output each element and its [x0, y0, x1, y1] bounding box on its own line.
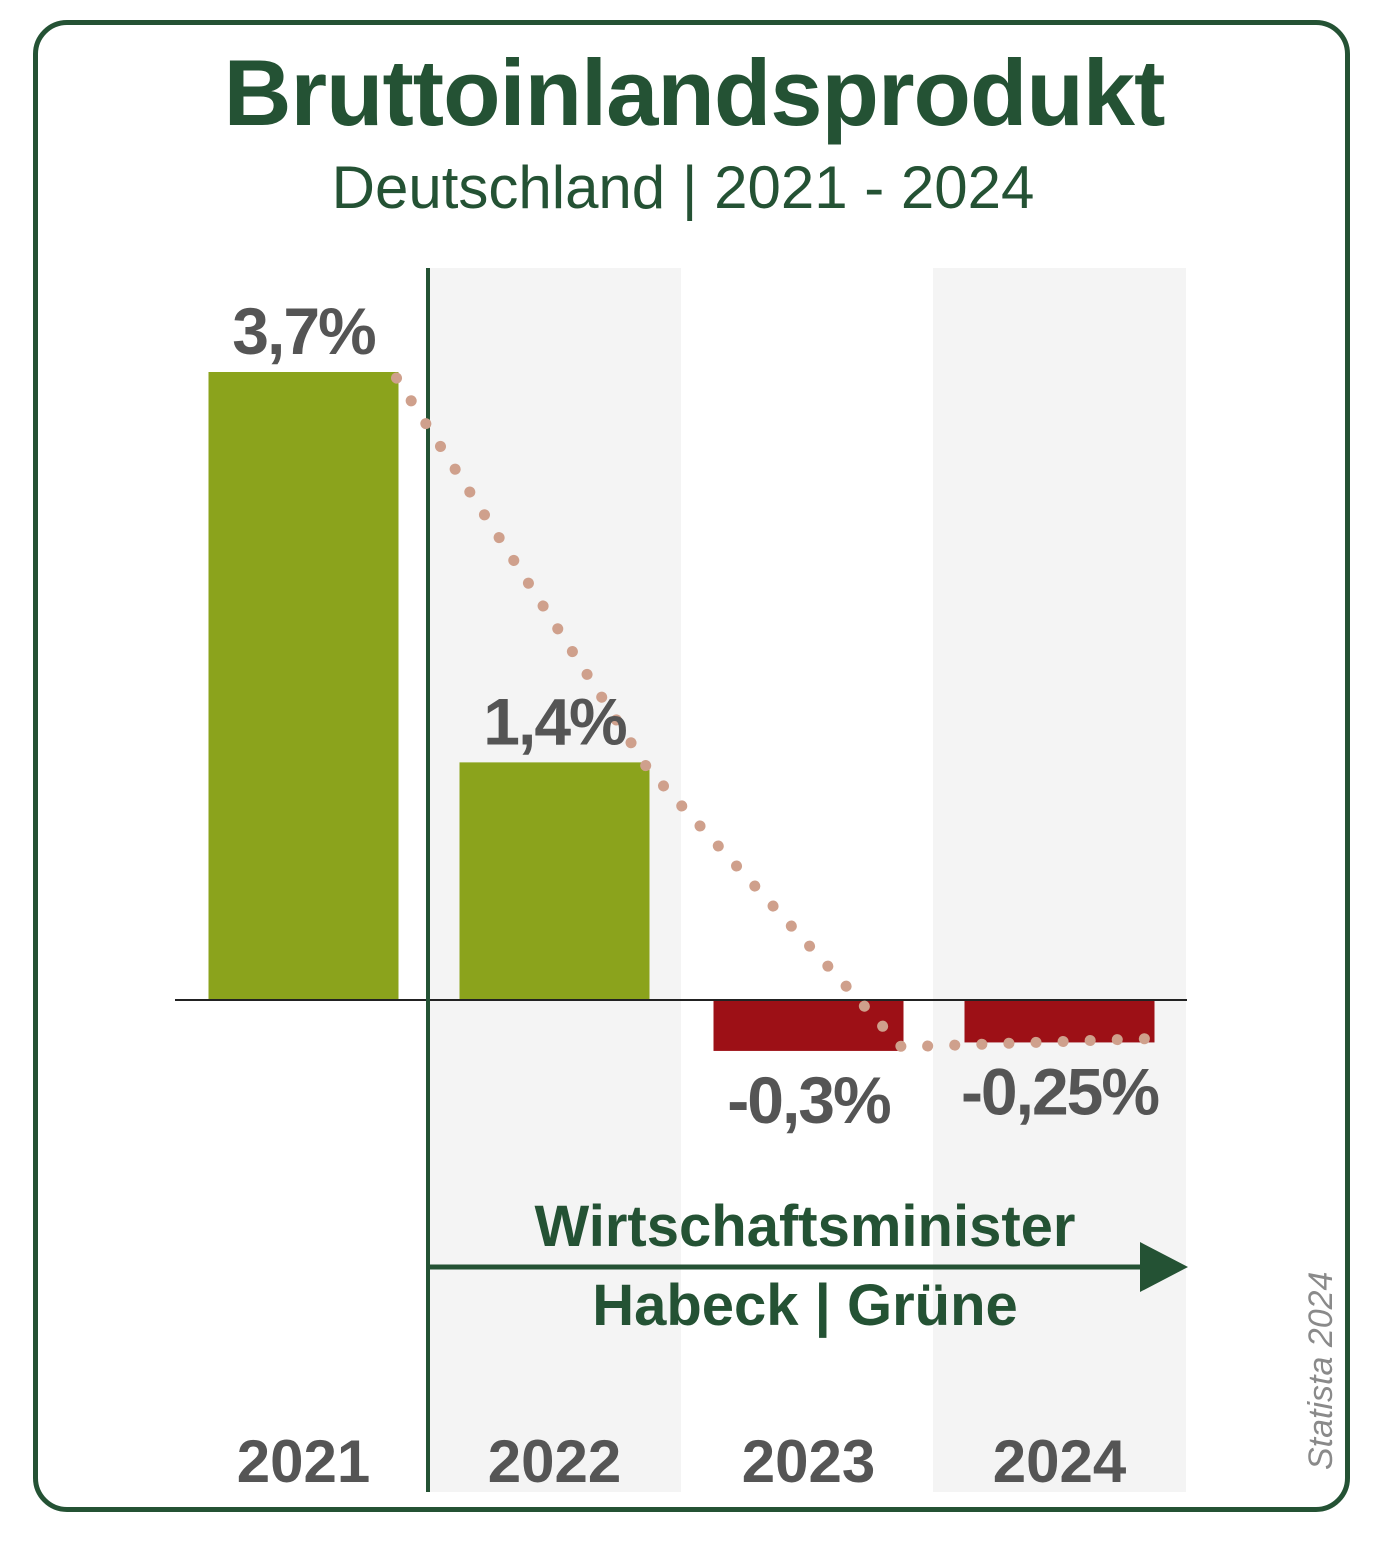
chart-subtitle: Deutschland | 2021 - 2024	[331, 154, 1035, 221]
x-tick-labels: 2021 2022 2023 2024	[237, 1428, 1127, 1495]
x-tick-2024: 2024	[993, 1428, 1127, 1495]
value-labels: 3,7% 1,4% -0,3% -0,25%	[232, 294, 1160, 1137]
annotation-arrowhead	[1140, 1242, 1188, 1292]
bar-2023	[713, 1000, 904, 1051]
x-tick-2021: 2021	[237, 1428, 370, 1495]
annotation-line-2: Habeck | Grüne	[592, 1273, 1018, 1338]
trend-line	[391, 372, 1158, 1053]
x-tick-2022: 2022	[488, 1428, 621, 1495]
annotation-line-1: Wirtschaftsminister	[535, 1194, 1076, 1259]
chart-title: Bruttoinlandsprodukt	[223, 40, 1166, 145]
value-label-2021: 3,7%	[232, 294, 375, 368]
bar-2021	[208, 372, 399, 1000]
source-credit: Statista 2024	[1302, 1271, 1340, 1470]
x-tick-2023: 2023	[742, 1428, 875, 1495]
value-label-2022: 1,4%	[483, 684, 626, 758]
bar-2024	[964, 1000, 1155, 1043]
value-label-2024: -0,25%	[961, 1054, 1158, 1128]
value-label-2023: -0,3%	[727, 1063, 890, 1137]
bar-2022	[459, 762, 650, 1000]
bars	[208, 372, 1155, 1051]
